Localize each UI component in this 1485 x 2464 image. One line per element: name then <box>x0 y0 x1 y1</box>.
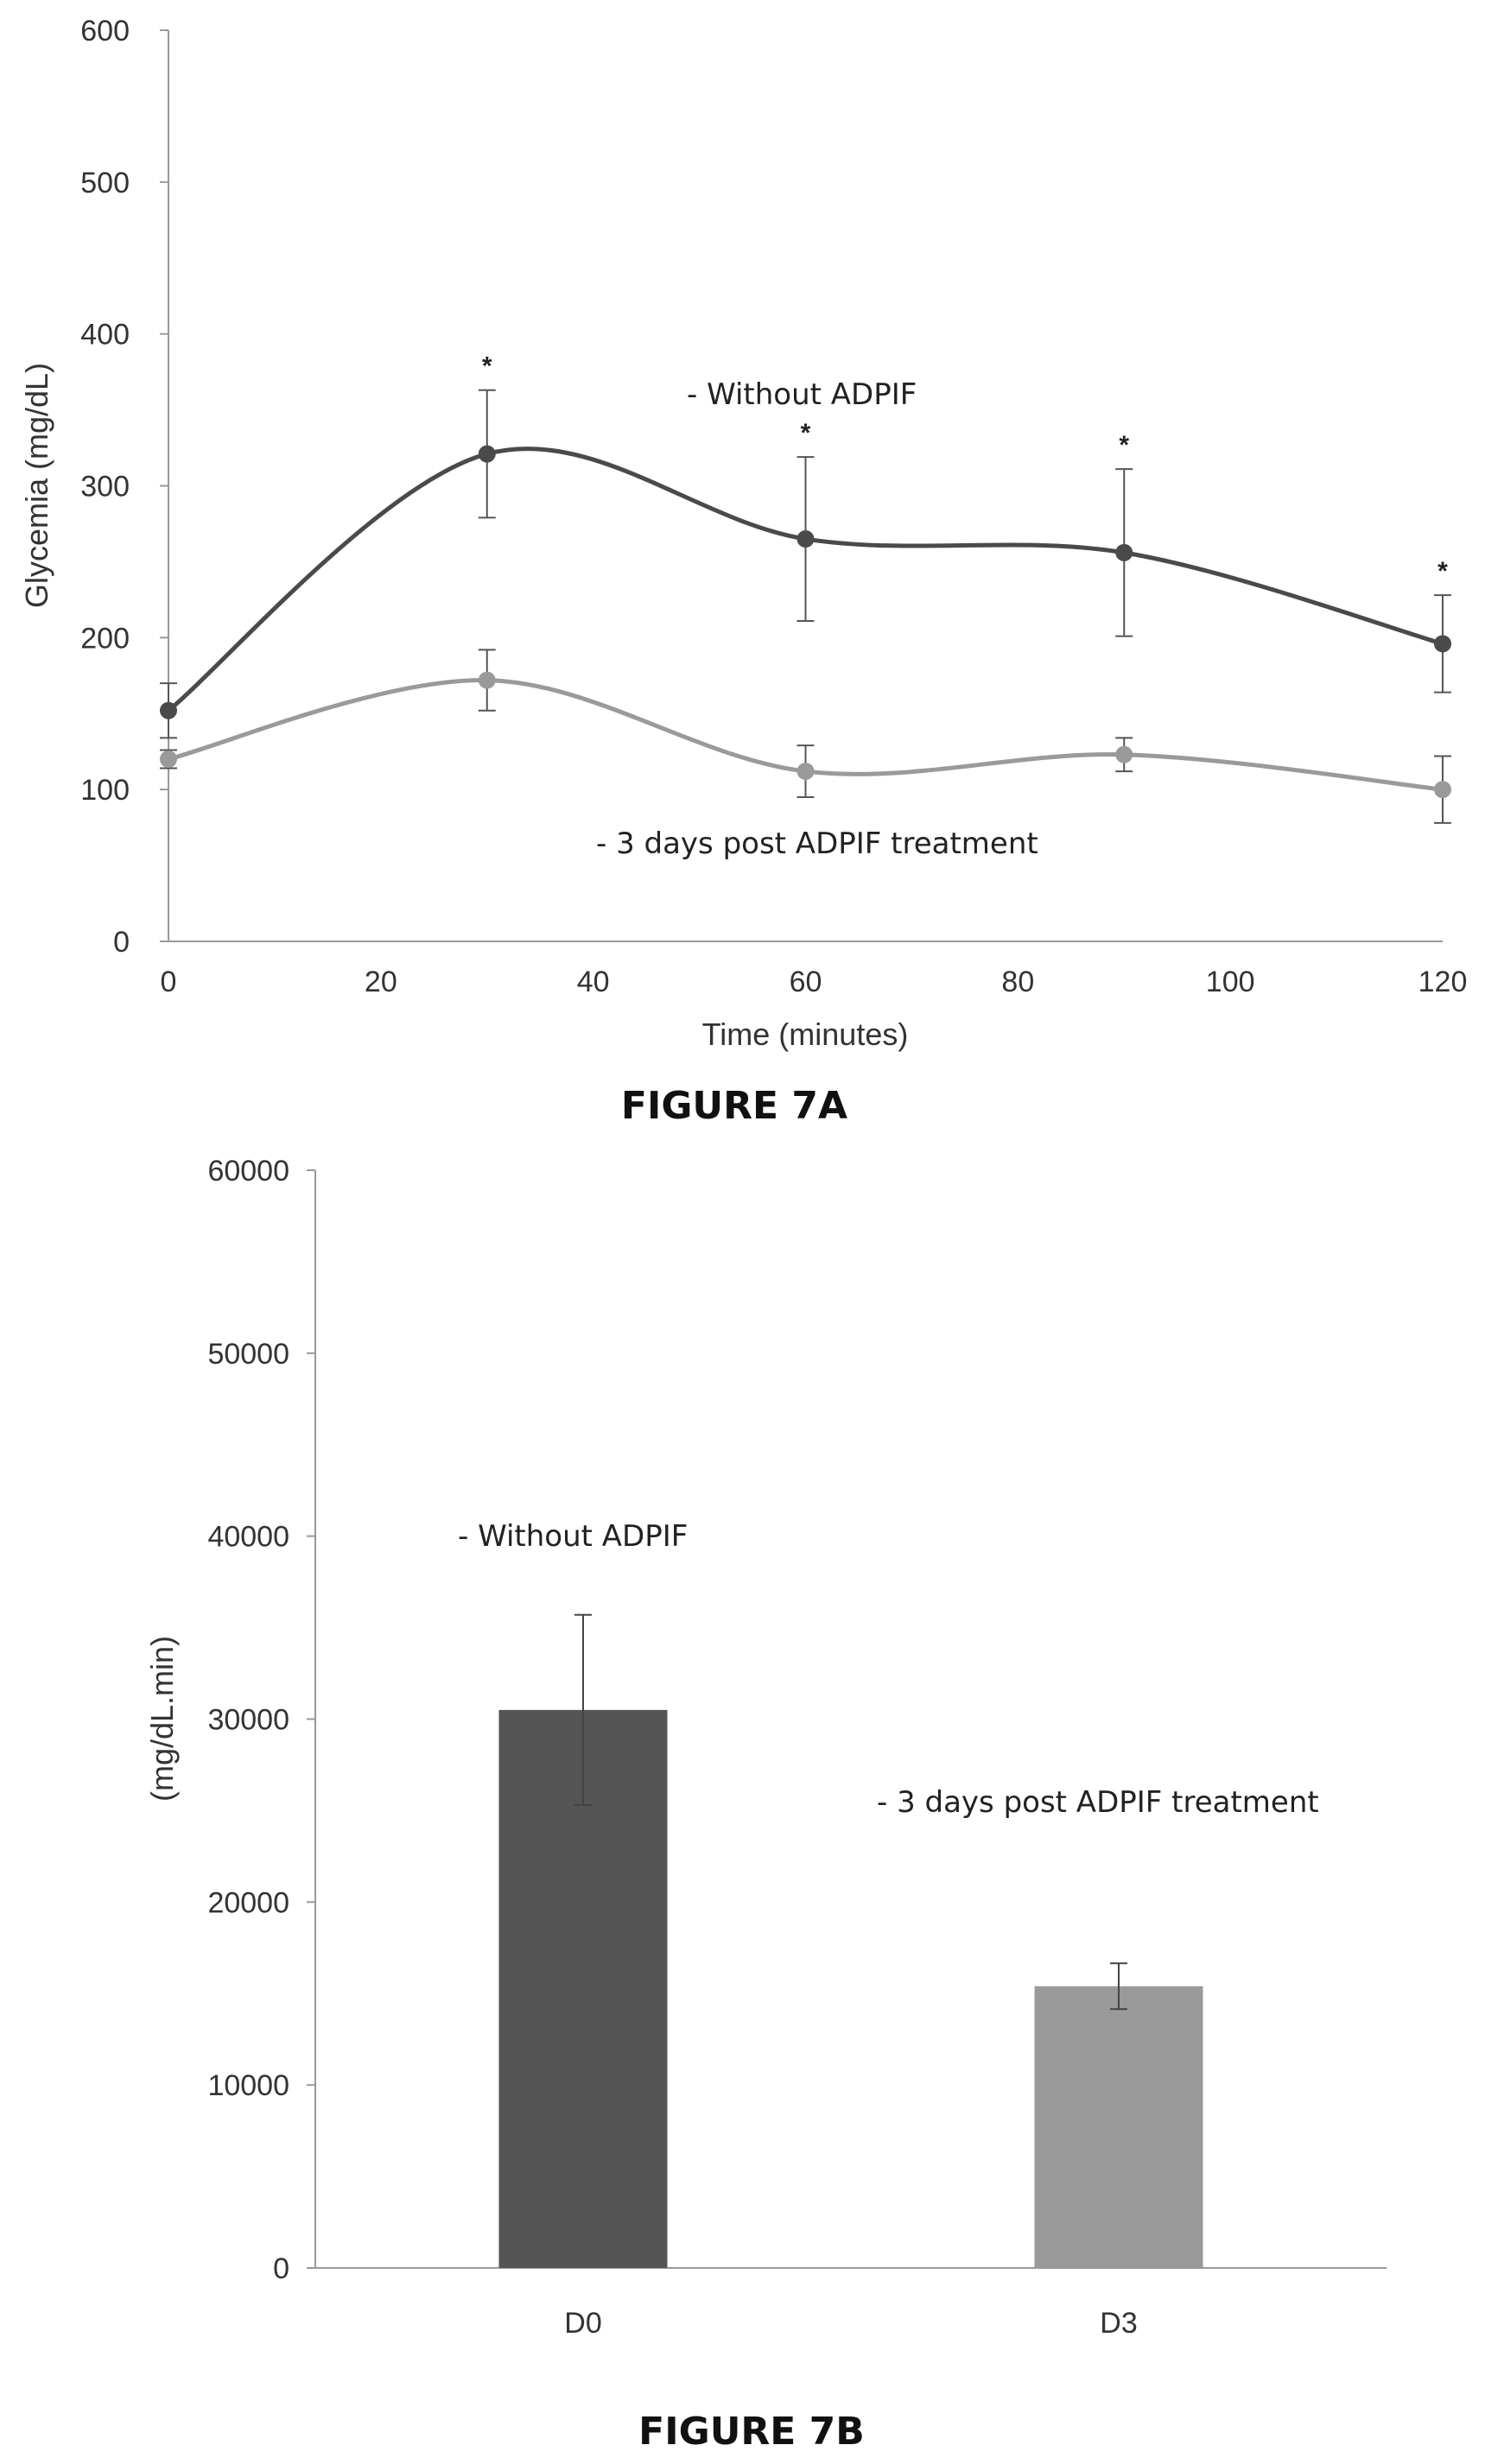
y-axis-title: (mg/dL.min) <box>144 1636 180 1802</box>
series-label-3-days-post: - 3 days post ADPIF treatment <box>877 1785 1319 1820</box>
y-tick-label: 0 <box>273 2252 289 2285</box>
bar-d3 <box>1034 1986 1203 2268</box>
x-tick-label: 40 <box>577 966 610 998</box>
x-axis-title: Time (minutes) <box>702 1017 909 1052</box>
significance-marker: * <box>1119 431 1129 459</box>
data-point <box>160 751 177 768</box>
x-tick-label: D0 <box>564 2307 601 2340</box>
data-point <box>478 671 496 689</box>
x-tick-labels: D0 D3 <box>564 2307 1137 2340</box>
data-point <box>478 445 496 463</box>
series-group: * * * * <box>160 352 1451 824</box>
x-tick-label: 100 <box>1206 966 1255 998</box>
y-tick-label: 50000 <box>207 1338 289 1371</box>
error-bar <box>1110 1962 1127 2011</box>
bars-group <box>498 1613 1203 2268</box>
x-tick-label: 60 <box>790 966 822 998</box>
x-tick-label: 80 <box>1001 966 1034 998</box>
y-tick-label: 20000 <box>207 1886 289 1919</box>
x-tick-label: D3 <box>1100 2307 1137 2340</box>
series-label-without-adpif: - Without ADPIF <box>687 377 917 412</box>
significance-marker: * <box>1437 557 1448 586</box>
y-tick-label: 100 <box>80 774 130 807</box>
bar-chart-auc: 0 10000 20000 30000 40000 50000 60000 D0 D3 (mg… <box>144 1155 1387 2454</box>
data-point <box>1434 635 1451 653</box>
y-tick-label: 300 <box>80 471 130 504</box>
x-tick-label: 20 <box>365 966 397 998</box>
data-point <box>1115 745 1133 763</box>
y-tick-labels: 0 10000 20000 30000 40000 50000 60000 <box>207 1155 315 2285</box>
y-tick-label: 0 <box>113 926 130 959</box>
y-axis-title: Glycemia (mg/dL) <box>19 363 54 608</box>
significance-marker: * <box>482 352 492 381</box>
data-point <box>796 530 815 548</box>
data-point <box>796 763 815 781</box>
x-tick-labels: 0 20 40 60 80 100 120 <box>161 966 1468 998</box>
y-tick-label: 10000 <box>207 2069 289 2102</box>
series-line-0 <box>167 447 1444 713</box>
data-point <box>1434 781 1451 799</box>
y-tick-labels: 0 100 200 300 400 500 600 <box>80 15 168 959</box>
figure-caption-7a: FIGURE 7A <box>621 1084 847 1123</box>
error-bar <box>574 1613 592 1807</box>
y-tick-label: 500 <box>80 167 130 200</box>
x-tick-label: 0 <box>161 966 177 998</box>
y-tick-label: 400 <box>80 319 130 352</box>
y-tick-label: 200 <box>80 622 130 655</box>
y-tick-label: 30000 <box>207 1704 289 1737</box>
series-label-without-adpif: - Without ADPIF <box>458 1519 688 1554</box>
significance-marker: * <box>801 419 811 447</box>
data-point <box>160 701 177 719</box>
line-chart-glycemia: 0 100 200 300 400 500 600 0 20 40 60 80 100 120 Glyc… <box>19 15 1468 1123</box>
figure-caption-7b: FIGURE 7B <box>638 2410 865 2454</box>
data-point <box>1115 543 1133 561</box>
y-tick-label: 40000 <box>207 1521 289 1554</box>
y-tick-label: 600 <box>80 15 130 48</box>
series-label-3-days-post: - 3 days post ADPIF treatment <box>596 827 1038 861</box>
x-tick-label: 120 <box>1418 966 1468 998</box>
y-tick-label: 60000 <box>207 1155 289 1188</box>
